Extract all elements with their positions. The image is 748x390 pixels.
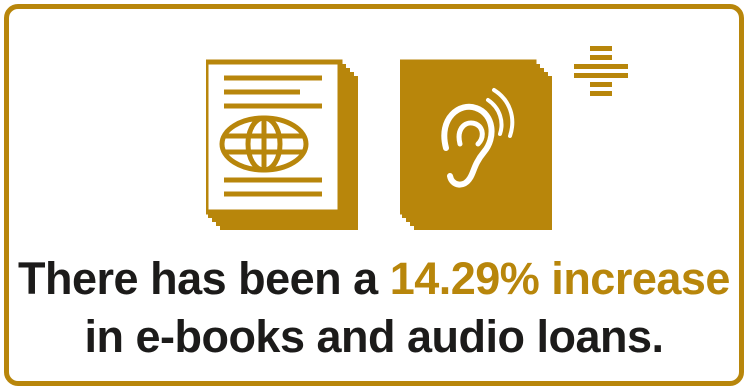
- icon-row: [206, 46, 628, 230]
- stat-line-1: There has been a 14.29% increase: [0, 250, 748, 308]
- audiobook-ear-icon: [400, 59, 552, 230]
- plus-icon: [574, 46, 628, 96]
- stat-text: There has been a 14.29% increase in e-bo…: [0, 250, 748, 366]
- stat-line-2: in e-books and audio loans.: [84, 311, 664, 362]
- stat-prefix: There has been a: [18, 253, 390, 304]
- ebook-globe-icon: [206, 59, 358, 230]
- stat-highlight: 14.29% increase: [389, 253, 731, 304]
